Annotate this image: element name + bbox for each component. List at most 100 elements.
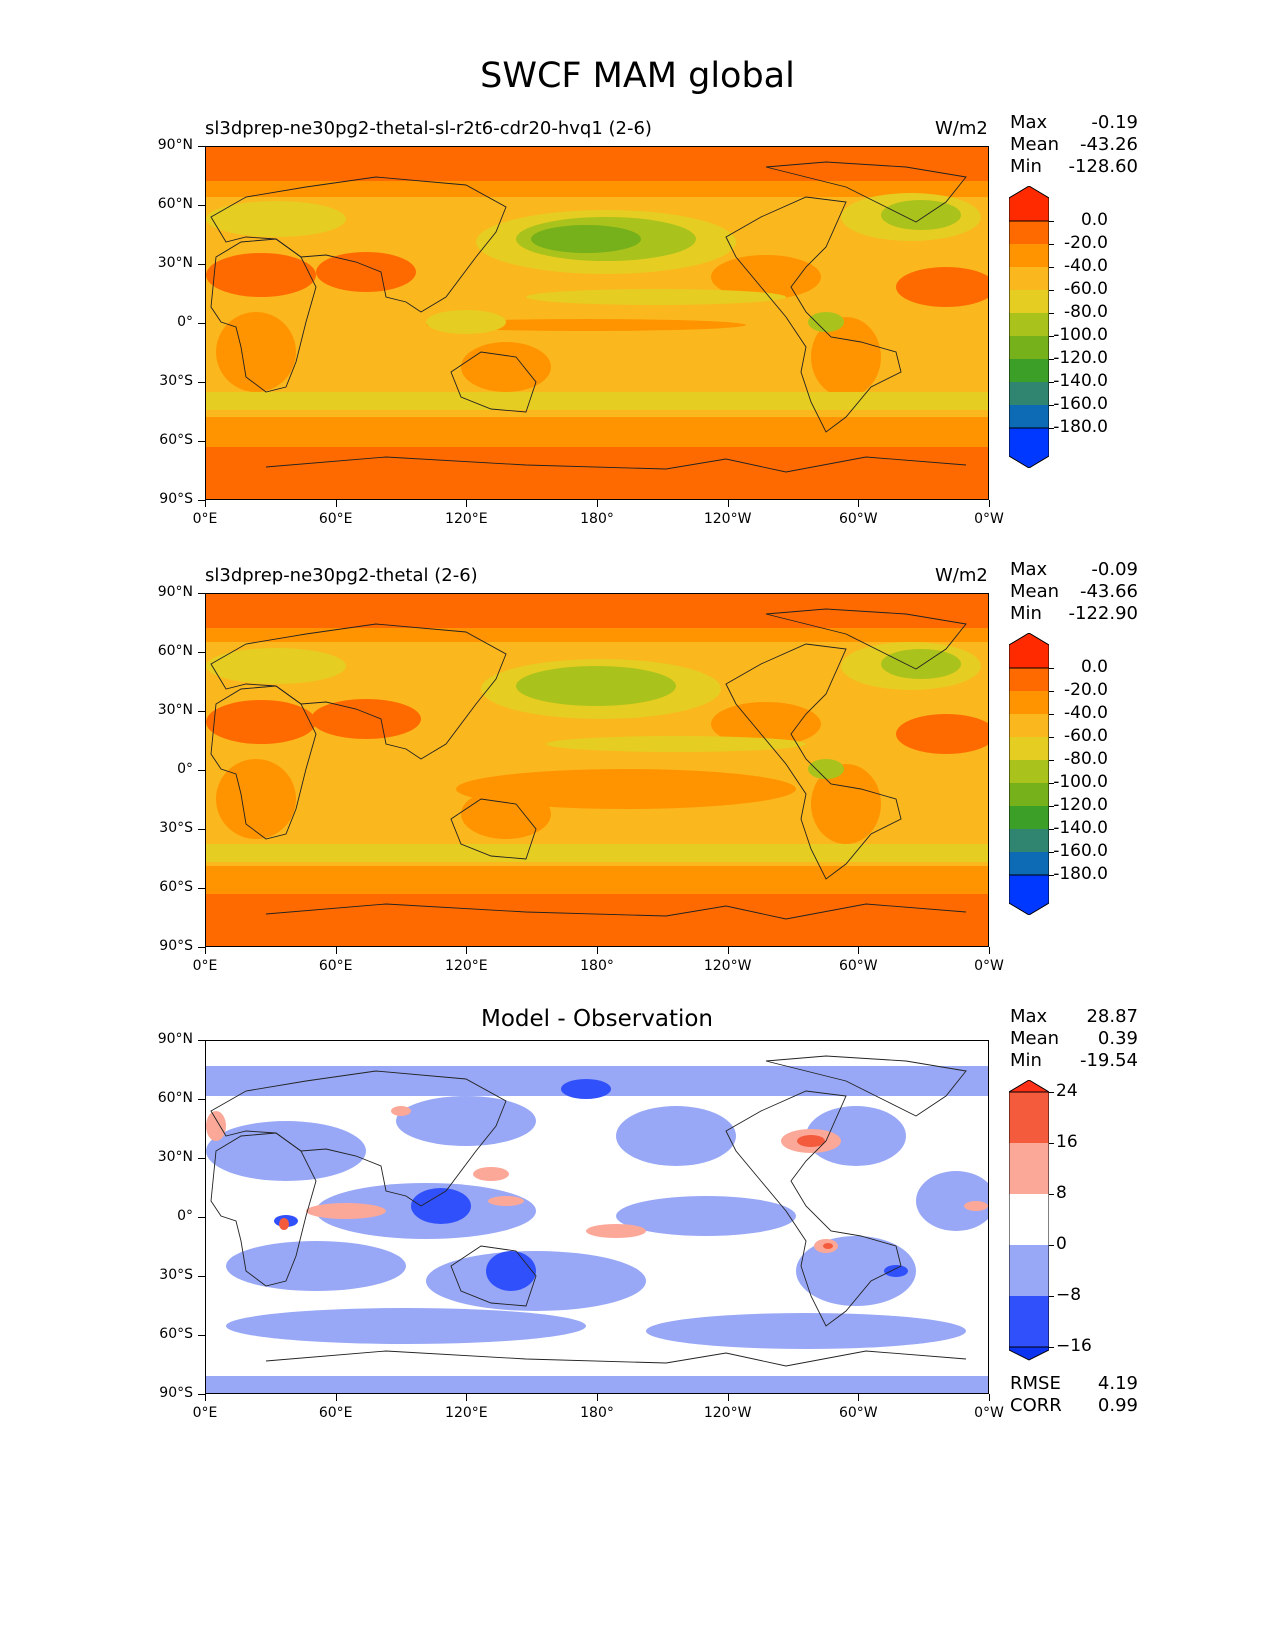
colorbar-tick-label: -180.0 bbox=[1053, 864, 1108, 884]
colorbar-tick-label: -60.0 bbox=[1064, 726, 1108, 746]
lat-tick-mark bbox=[198, 1040, 205, 1041]
lon-tick-label: 120°W bbox=[703, 958, 752, 974]
colorbar-tick-mark bbox=[1049, 852, 1054, 853]
stat-mean-label: Mean bbox=[1010, 134, 1060, 155]
lon-tick-label: 60°E bbox=[318, 1405, 353, 1421]
lon-tick-mark bbox=[727, 1394, 729, 1401]
colorbar-tick-label: -120.0 bbox=[1053, 348, 1108, 368]
lat-tick-mark bbox=[198, 829, 205, 830]
lat-tick-label: 60°N bbox=[157, 196, 193, 212]
colorbar-tick-mark bbox=[1049, 875, 1054, 876]
figure-title: SWCF MAM global bbox=[480, 56, 795, 96]
stat-max-label: Max bbox=[1010, 559, 1048, 580]
panel-2-stats: Max -0.09 Mean -43.66 Min -122.90 bbox=[1010, 559, 1138, 625]
lat-tick-mark bbox=[198, 441, 205, 442]
panel-3-colorbar bbox=[1007, 1079, 1051, 1362]
panel-1-units: W/m2 bbox=[935, 118, 988, 139]
lat-tick-label: 60°S bbox=[159, 1326, 193, 1342]
lat-tick-label: 30°N bbox=[157, 255, 193, 271]
panel-2-units: W/m2 bbox=[935, 565, 988, 586]
colorbar-tick-mark bbox=[1049, 760, 1054, 761]
colorbar-tick-label: -40.0 bbox=[1064, 256, 1108, 276]
lat-tick-label: 30°N bbox=[157, 1149, 193, 1165]
rmse-label: RMSE bbox=[1010, 1373, 1061, 1394]
lat-tick-label: 60°S bbox=[159, 432, 193, 448]
stat-min-value: -128.60 bbox=[1068, 156, 1138, 177]
lon-tick-label: 60°W bbox=[838, 958, 878, 974]
lon-tick-mark bbox=[727, 947, 729, 954]
lon-tick-mark bbox=[597, 947, 598, 954]
lon-tick-label: 60°E bbox=[318, 958, 353, 974]
panel-3-metrics: RMSE 4.19 CORR 0.99 bbox=[1010, 1373, 1138, 1417]
colorbar-tick-label: -140.0 bbox=[1053, 371, 1108, 391]
colorbar-tick-label: −16 bbox=[1056, 1336, 1092, 1356]
colorbar-tick-label: -120.0 bbox=[1053, 795, 1108, 815]
panel-2-title: sl3dprep-ne30pg2-thetal (2-6) bbox=[205, 565, 478, 586]
lat-tick-label: 90°N bbox=[157, 584, 193, 600]
colorbar-tick-label: −8 bbox=[1056, 1285, 1082, 1305]
panel-2-field bbox=[206, 594, 988, 946]
stat-mean-value: 0.39 bbox=[1097, 1028, 1138, 1049]
lat-tick-label: 90°N bbox=[157, 137, 193, 153]
lat-tick-label: 0° bbox=[177, 1208, 193, 1224]
stat-min-value: -122.90 bbox=[1068, 603, 1138, 624]
lon-tick-label: 120°E bbox=[445, 1405, 488, 1421]
lon-tick-label: 0°E bbox=[192, 511, 218, 527]
colorbar-tick-mark bbox=[1049, 1194, 1054, 1195]
stat-mean-label: Mean bbox=[1010, 1028, 1060, 1049]
stat-mean-value: -43.66 bbox=[1079, 581, 1138, 602]
colorbar-tick-mark bbox=[1049, 714, 1054, 715]
lon-tick-mark bbox=[989, 947, 990, 954]
rmse-value: 4.19 bbox=[1097, 1373, 1138, 1394]
colorbar-tick-mark bbox=[1049, 313, 1054, 314]
lon-tick-label: 180° bbox=[580, 511, 614, 527]
colorbar-tick-mark bbox=[1049, 806, 1054, 807]
lon-tick-label: 60°E bbox=[318, 511, 353, 527]
lon-tick-mark bbox=[858, 500, 860, 507]
lat-tick-mark bbox=[198, 593, 205, 594]
colorbar-tick-mark bbox=[1049, 1296, 1054, 1297]
colorbar-tick-mark bbox=[1049, 783, 1054, 784]
lat-tick-mark bbox=[198, 500, 205, 501]
lat-tick-mark bbox=[198, 888, 205, 889]
lat-tick-label: 90°N bbox=[157, 1031, 193, 1047]
colorbar-tick-label: 16 bbox=[1056, 1132, 1078, 1152]
stat-mean-value: -43.26 bbox=[1079, 134, 1138, 155]
colorbar-tick-label: -140.0 bbox=[1053, 818, 1108, 838]
colorbar-tick-mark bbox=[1049, 382, 1054, 383]
colorbar-tick-label: 0.0 bbox=[1080, 657, 1108, 677]
lat-tick-mark bbox=[198, 264, 205, 265]
lat-tick-label: 0° bbox=[177, 314, 193, 330]
colorbar-tick-label: -160.0 bbox=[1053, 841, 1108, 861]
lon-tick-label: 180° bbox=[580, 1405, 614, 1421]
colorbar-tick-mark bbox=[1049, 221, 1054, 222]
colorbar-tick-mark bbox=[1049, 359, 1054, 360]
stat-min-value: -19.54 bbox=[1079, 1050, 1138, 1071]
panel-2-map bbox=[205, 593, 989, 947]
lon-tick-mark bbox=[205, 1394, 206, 1401]
colorbar-tick-mark bbox=[1049, 336, 1054, 337]
lon-tick-mark bbox=[205, 947, 206, 954]
lon-tick-label: 120°E bbox=[445, 958, 488, 974]
lat-tick-mark bbox=[198, 1335, 205, 1336]
panel-1-field bbox=[206, 147, 988, 499]
stat-max-label: Max bbox=[1010, 112, 1048, 133]
lat-tick-label: 90°S bbox=[159, 938, 193, 954]
colorbar-tick-mark bbox=[1049, 1245, 1054, 1246]
colorbar-tick-mark bbox=[1049, 405, 1054, 406]
lat-tick-mark bbox=[198, 770, 205, 771]
panel-1-stats: Max -0.19 Mean -43.26 Min -128.60 bbox=[1010, 112, 1138, 178]
lon-tick-label: 0°E bbox=[192, 1405, 218, 1421]
lon-tick-label: 0°W bbox=[974, 1405, 1004, 1421]
colorbar-tick-label: -100.0 bbox=[1053, 772, 1108, 792]
lon-tick-mark bbox=[466, 500, 468, 507]
lon-tick-mark bbox=[989, 500, 990, 507]
colorbar-tick-label: 8 bbox=[1056, 1183, 1067, 1203]
colorbar-tick-mark bbox=[1049, 1143, 1054, 1144]
lon-tick-label: 120°W bbox=[703, 1405, 752, 1421]
lon-tick-mark bbox=[727, 500, 729, 507]
lat-tick-label: 90°S bbox=[159, 1385, 193, 1401]
lat-tick-label: 60°N bbox=[157, 643, 193, 659]
stat-min-label: Min bbox=[1010, 156, 1042, 177]
lon-tick-label: 0°E bbox=[192, 958, 218, 974]
